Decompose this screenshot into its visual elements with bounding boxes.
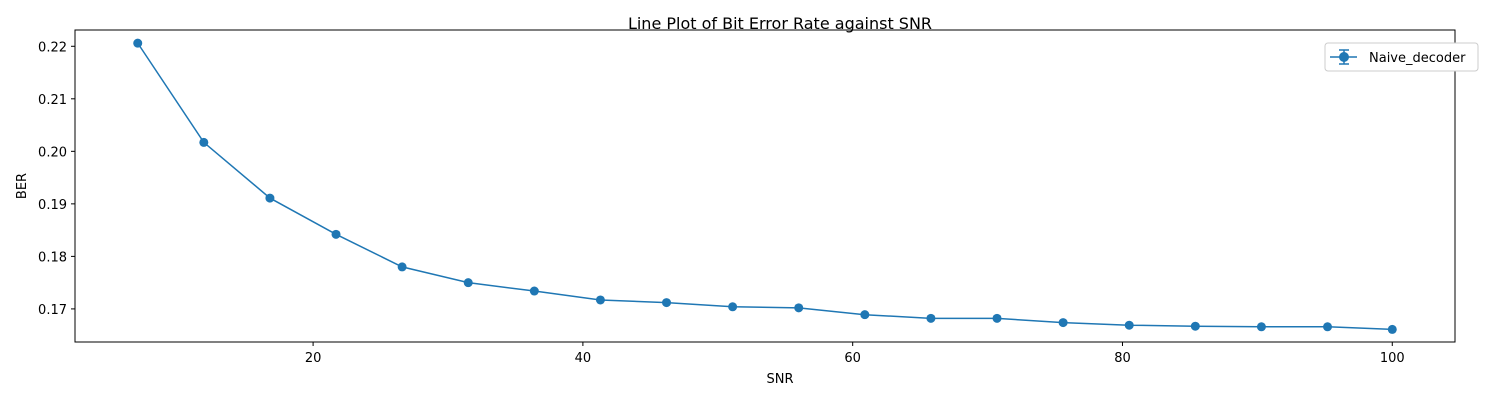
x-axis-label: SNR — [766, 372, 793, 387]
y-tick-label: 0.18 — [38, 250, 67, 265]
plot-area — [74, 29, 1456, 343]
x-tick-label: 80 — [1114, 351, 1131, 366]
data-point — [1058, 318, 1068, 328]
data-point — [1190, 321, 1200, 331]
data-point — [529, 286, 539, 296]
y-tick-label: 0.21 — [38, 93, 67, 108]
y-axis-label: BER — [15, 173, 30, 199]
x-tick-label: 20 — [305, 351, 322, 366]
data-point — [463, 278, 473, 288]
y-tick-label: 0.22 — [38, 40, 67, 55]
data-point — [926, 313, 936, 323]
data-point — [1256, 322, 1266, 332]
data-point — [662, 298, 672, 308]
data-point — [397, 262, 407, 272]
data-point — [1387, 324, 1397, 334]
axes-frame — [74, 29, 1456, 343]
legend-label: Naive_decoder — [1369, 51, 1466, 66]
data-point — [265, 193, 275, 203]
data-point — [1323, 322, 1333, 332]
data-point — [728, 302, 738, 312]
data-point — [992, 313, 1002, 323]
legend: Naive_decoder — [1324, 42, 1479, 72]
y-axis-ticks: 0.17 0.18 0.19 0.20 0.21 0.22 — [38, 40, 75, 318]
series-layer — [133, 38, 1397, 334]
data-point — [860, 310, 870, 320]
chart-title: Line Plot of Bit Error Rate against SNR — [628, 14, 932, 33]
x-axis-ticks: 20 40 60 80 100 — [305, 342, 1405, 366]
y-tick-label: 0.20 — [38, 145, 67, 160]
y-tick-label: 0.19 — [38, 198, 67, 213]
data-point — [1124, 320, 1134, 330]
legend-box — [1324, 42, 1479, 72]
data-point — [331, 229, 341, 239]
data-point — [595, 295, 605, 305]
x-tick-label: 100 — [1380, 351, 1405, 366]
x-tick-label: 60 — [844, 351, 861, 366]
y-tick-label: 0.17 — [38, 303, 67, 318]
data-point — [133, 38, 143, 48]
data-point — [199, 137, 209, 147]
series-line — [137, 42, 1393, 331]
legend-marker-swatch — [1339, 52, 1349, 62]
data-point — [794, 303, 804, 313]
x-tick-label: 40 — [575, 351, 592, 366]
